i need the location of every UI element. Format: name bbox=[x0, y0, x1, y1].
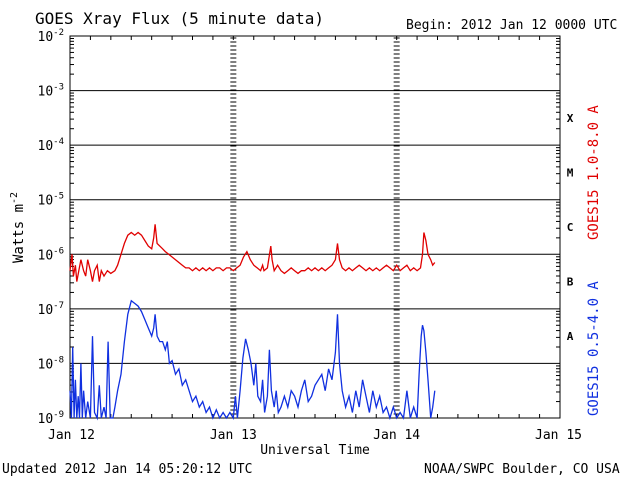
y-tick-label: 10-5 bbox=[38, 192, 65, 209]
y-tick-base: 10 bbox=[38, 139, 54, 154]
series-short-channel-line bbox=[69, 299, 436, 421]
y-tick-exponent: -7 bbox=[53, 301, 64, 311]
y-tick-label: 10-6 bbox=[38, 246, 65, 263]
flare-class-a: A bbox=[567, 330, 574, 343]
y-tick-exponent: -8 bbox=[53, 355, 64, 365]
y-tick-base: 10 bbox=[38, 194, 54, 209]
decade-gridlines bbox=[70, 90, 560, 364]
y-tick-exponent: -3 bbox=[53, 83, 64, 93]
y-tick-base: 10 bbox=[38, 248, 54, 263]
begin-label: Begin: 2012 Jan 12 0000 UTC bbox=[406, 18, 617, 33]
y-tick-label: 10-7 bbox=[38, 301, 65, 318]
series-layer bbox=[69, 224, 436, 421]
legend-long-channel: GOES15 1.0-8.0 A bbox=[586, 105, 602, 240]
flare-class-b: B bbox=[567, 276, 574, 289]
x-tick-label: Jan 15 bbox=[535, 428, 582, 443]
y-tick-exponent: -6 bbox=[53, 246, 64, 256]
x-tick-label: Jan 14 bbox=[373, 428, 420, 443]
flare-class-x: X bbox=[567, 112, 574, 125]
y-tick-exponent: -2 bbox=[53, 28, 64, 38]
y-tick-base: 10 bbox=[38, 303, 54, 318]
y-tick-base: 10 bbox=[38, 412, 54, 427]
y-tick-label: 10-2 bbox=[38, 28, 65, 45]
x-tick-label: Jan 12 bbox=[48, 428, 95, 443]
y-tick-label: 10-3 bbox=[38, 83, 65, 100]
series-long-channel-line bbox=[69, 224, 436, 282]
x-axis-ticks: Jan 12 Jan 13 Jan 14 Jan 15 bbox=[48, 36, 582, 443]
y-tick-label: 10-8 bbox=[38, 355, 65, 372]
chart-title: GOES Xray Flux (5 minute data) bbox=[35, 9, 324, 28]
y-tick-base: 10 bbox=[38, 30, 54, 45]
x-axis-label: Universal Time bbox=[260, 443, 370, 458]
y-tick-exponent: -9 bbox=[53, 410, 64, 420]
flare-class-c: C bbox=[567, 221, 574, 234]
y-tick-label: 10-4 bbox=[38, 137, 65, 154]
plot-area bbox=[69, 35, 561, 419]
x-tick-label: Jan 13 bbox=[210, 428, 257, 443]
y-tick-base: 10 bbox=[38, 85, 54, 100]
legend-short-channel: GOES15 0.5-4.0 A bbox=[586, 281, 602, 416]
y-tick-exponent: -5 bbox=[53, 192, 64, 202]
y-tick-label: 10-9 bbox=[38, 410, 65, 427]
day-dashed-lines bbox=[230, 37, 400, 415]
flare-class-labels: X M C B A bbox=[567, 112, 574, 343]
y-axis-label-sup: -2 bbox=[9, 192, 20, 204]
y-axis-label-text: Watts m bbox=[11, 204, 27, 263]
y-axis-ticks: 10-210-310-410-510-610-710-810-9 bbox=[38, 28, 560, 427]
y-tick-exponent: -4 bbox=[53, 137, 64, 147]
y-tick-base: 10 bbox=[38, 357, 54, 372]
credit-label: NOAA/SWPC Boulder, CO USA bbox=[424, 462, 620, 477]
y-axis-label: Watts m-2 bbox=[9, 192, 27, 263]
updated-timestamp: Updated 2012 Jan 14 05:20:12 UTC bbox=[2, 462, 252, 477]
flare-class-m: M bbox=[567, 166, 574, 179]
